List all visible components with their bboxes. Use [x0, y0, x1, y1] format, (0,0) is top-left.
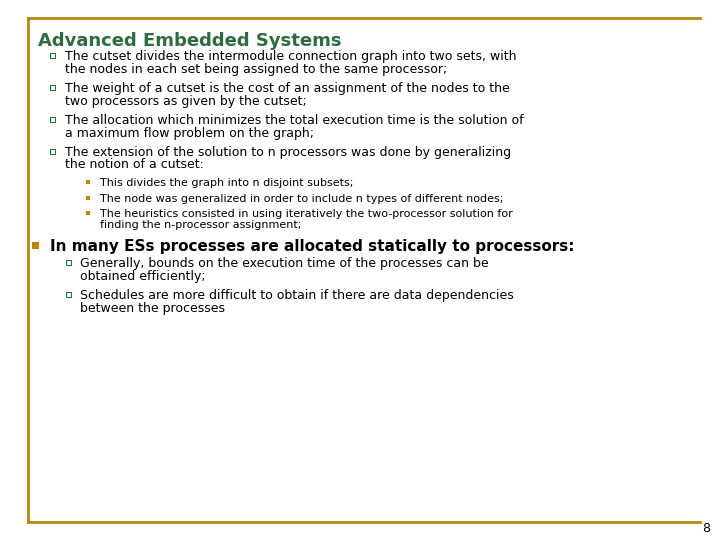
Text: The heuristics consisted in using iteratively the two-processor solution for: The heuristics consisted in using iterat… [100, 209, 513, 219]
Text: the nodes in each set being assigned to the same processor;: the nodes in each set being assigned to … [65, 63, 447, 76]
FancyBboxPatch shape [50, 148, 55, 153]
Text: The node was generalized in order to include n types of different nodes;: The node was generalized in order to inc… [100, 193, 503, 204]
FancyBboxPatch shape [86, 211, 90, 215]
Text: Advanced Embedded Systems: Advanced Embedded Systems [38, 32, 341, 50]
Text: The allocation which minimizes the total execution time is the solution of: The allocation which minimizes the total… [65, 114, 523, 127]
Text: The cutset divides the intermodule connection graph into two sets, with: The cutset divides the intermodule conne… [65, 50, 516, 63]
Text: In many ESs processes are allocated statically to processors:: In many ESs processes are allocated stat… [50, 239, 575, 254]
Text: 8: 8 [702, 522, 710, 535]
Text: between the processes: between the processes [80, 302, 225, 315]
FancyBboxPatch shape [50, 84, 55, 90]
Text: Generally, bounds on the execution time of the processes can be: Generally, bounds on the execution time … [80, 258, 489, 271]
FancyBboxPatch shape [66, 292, 71, 297]
Text: the notion of a cutset:: the notion of a cutset: [65, 159, 204, 172]
FancyBboxPatch shape [50, 117, 55, 122]
Text: The weight of a cutset is the cost of an assignment of the nodes to the: The weight of a cutset is the cost of an… [65, 82, 510, 95]
Text: This divides the graph into n disjoint subsets;: This divides the graph into n disjoint s… [100, 178, 354, 188]
FancyBboxPatch shape [50, 52, 55, 57]
Text: a maximum flow problem on the graph;: a maximum flow problem on the graph; [65, 126, 314, 139]
Text: finding the n-processor assignment;: finding the n-processor assignment; [100, 219, 302, 230]
FancyBboxPatch shape [66, 260, 71, 265]
FancyBboxPatch shape [32, 242, 38, 249]
Text: The extension of the solution to n processors was done by generalizing: The extension of the solution to n proce… [65, 146, 511, 159]
Text: obtained efficiently;: obtained efficiently; [80, 270, 206, 283]
Text: two processors as given by the cutset;: two processors as given by the cutset; [65, 94, 307, 107]
FancyBboxPatch shape [86, 180, 90, 184]
FancyBboxPatch shape [86, 195, 90, 200]
Text: Schedules are more difficult to obtain if there are data dependencies: Schedules are more difficult to obtain i… [80, 289, 514, 302]
